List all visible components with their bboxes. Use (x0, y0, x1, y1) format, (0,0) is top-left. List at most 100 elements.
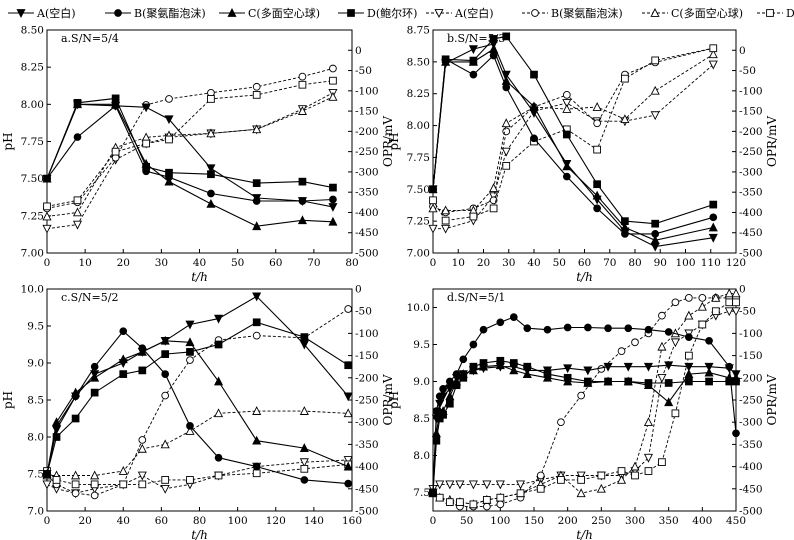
y-axis-label: pH (1, 391, 15, 409)
orp-point (137, 471, 147, 481)
orp-point (111, 147, 120, 156)
orp-point (138, 480, 147, 489)
orp-point (671, 409, 680, 418)
ph-point (429, 185, 437, 194)
y-tick-label: 7.75 (21, 136, 44, 148)
orp-point (650, 85, 660, 95)
ph-point (164, 115, 174, 125)
y-tick-label: 10.0 (21, 284, 44, 296)
ph-point (445, 377, 454, 386)
orp-point (165, 135, 173, 144)
x-tick-label: 120 (266, 515, 286, 527)
ph-point (300, 476, 309, 484)
orp-line-A (46, 92, 334, 230)
orp-point (328, 91, 338, 101)
orp-point (298, 72, 307, 81)
ph-point (90, 362, 99, 371)
orp-point (631, 471, 639, 480)
ph-point (604, 324, 612, 333)
orp-line-A (432, 310, 736, 490)
y-tick-label: 8.5 (413, 413, 430, 425)
ph-point (52, 433, 61, 441)
orp-point (343, 456, 353, 465)
orp-point (252, 91, 261, 99)
ph-point (530, 70, 538, 79)
legend: A(空白) B(聚氨酯泡沫) C(多面空心球) D(鲍尔环) A(空白) B(聚氨酯泡沫)… (8, 6, 794, 20)
y2-tick-label: -150 (355, 350, 379, 362)
orp-point (72, 220, 83, 230)
chart-panel-2: 0 10 20 30 40 50 60 70 80 90 100 110 120 7.00 7.25 7.50… (387, 25, 779, 285)
orp-point (596, 483, 606, 493)
x-tick-label: 30 (502, 257, 515, 269)
x-tick-label: 40 (527, 257, 540, 269)
y2-tick-label: -200 (355, 126, 379, 138)
ph-point (623, 362, 633, 372)
orp-point (441, 216, 450, 225)
ph-point (704, 362, 714, 372)
legend-label: C(多面空心球) (671, 6, 743, 20)
ph-point (469, 70, 478, 79)
ph-line-B (432, 316, 737, 493)
orp-point (160, 484, 170, 494)
x-tick-label: 100 (228, 515, 248, 527)
orp-point (685, 294, 693, 302)
y2-axis-label: OPR/mV (765, 116, 779, 167)
ph-point (624, 377, 633, 386)
x-tick-label: 10 (452, 257, 465, 269)
orp-point (658, 311, 666, 320)
orp-series-D (429, 298, 740, 509)
orp-point (428, 203, 438, 213)
orp-point (670, 338, 680, 348)
legend-item: D(鲍尔环) (338, 6, 417, 20)
y2-tick-label: -400 (739, 207, 763, 219)
ph-point (543, 325, 552, 334)
orp-point (496, 500, 505, 509)
y2-axis-label: OPR/mV (381, 116, 395, 167)
y2-tick-label: 0 (355, 45, 362, 57)
orp-line-D (46, 463, 349, 485)
orp-point (557, 418, 565, 427)
orp-point (482, 480, 492, 490)
ph-point (543, 370, 552, 378)
chart-panel-1: 0 10 20 30 40 50 60 70 80 7.00 7.25 7.50 7.75 8.00 8.2… (1, 25, 395, 285)
x-tick-label: 110 (701, 257, 721, 269)
orp-point (593, 145, 601, 154)
orp-point (643, 453, 654, 463)
orp-point (617, 347, 626, 356)
ph-point (435, 392, 444, 401)
ph-point (502, 83, 511, 92)
ph-point (620, 222, 630, 232)
ph-point (138, 366, 147, 375)
y2-tick-label: -200 (355, 372, 379, 384)
y2-tick-label: -500 (355, 506, 379, 518)
orp-series-A (42, 88, 338, 234)
ph-point (329, 195, 337, 204)
y2-tick-label: -50 (739, 306, 756, 318)
orp-point (455, 480, 465, 490)
ph-point (708, 222, 718, 232)
ph-point (522, 369, 532, 378)
y2-tick-label: -300 (739, 166, 763, 178)
x-tick-label: 350 (659, 515, 679, 527)
ph-point (563, 373, 572, 382)
orp-point (445, 498, 454, 506)
ph-point (529, 101, 539, 111)
ph-point (214, 376, 224, 386)
y2-axis-label: OPR/mV (381, 374, 395, 425)
orp-point (651, 56, 660, 65)
ph-point (71, 414, 80, 423)
ph-point (502, 32, 511, 41)
ph-point (489, 44, 499, 53)
ph-point (468, 45, 478, 55)
orp-point (300, 464, 309, 473)
orp-point (43, 202, 51, 211)
x-tick-label: 100 (490, 515, 510, 527)
orp-point (137, 443, 147, 453)
orp-point (724, 307, 734, 317)
ph-point (328, 216, 338, 226)
ph-point (592, 190, 602, 200)
ph-point (452, 370, 461, 378)
x-tick-label: 80 (345, 257, 358, 269)
ph-point (141, 103, 151, 113)
ph-point (469, 56, 478, 65)
